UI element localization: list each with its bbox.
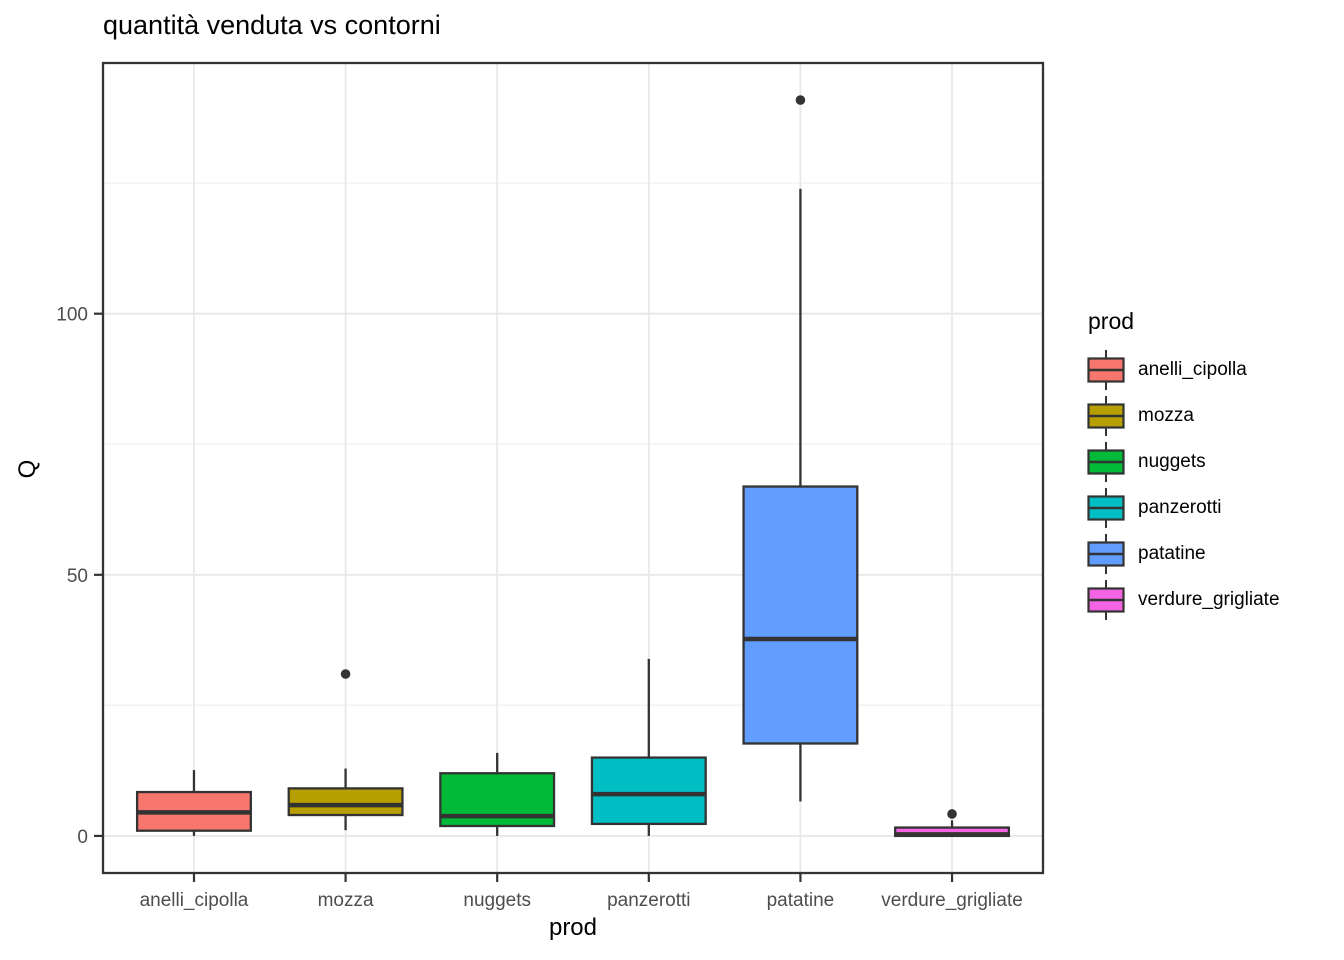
x-axis-title: prod — [548, 914, 598, 941]
box-mozza — [287, 787, 404, 817]
x-tick-label: mozza — [318, 890, 374, 911]
outlier-point — [947, 809, 957, 819]
y-tick-label: 100 — [56, 305, 88, 326]
y-axis-title: Q — [14, 459, 41, 479]
panel-border — [101, 61, 1045, 875]
legend-entry-nuggets: nuggets — [1086, 439, 1280, 485]
x-tick-label: panzerotti — [607, 890, 690, 911]
legend-key-boxplot-icon — [1087, 580, 1125, 620]
x-tick-label: anelli_cipolla — [140, 890, 249, 911]
legend-entry-panzerotti: panzerotti — [1086, 485, 1280, 531]
y-tick-label: 0 — [77, 827, 88, 848]
legend-label: nuggets — [1138, 451, 1206, 472]
outlier-point — [340, 669, 351, 679]
x-tick-label: verdure_grigliate — [881, 890, 1023, 911]
legend-key-boxplot-icon — [1087, 396, 1125, 436]
legend-key-boxplot-icon — [1087, 488, 1125, 528]
legend-key-boxplot-icon — [1087, 534, 1125, 574]
legend-entry-verdure_grigliate: verdure_grigliate — [1086, 577, 1280, 623]
legend-entry-patatine: patatine — [1086, 531, 1280, 577]
y-tick-label: 50 — [67, 566, 88, 587]
legend-entry-anelli_cipolla: anelli_cipolla — [1086, 347, 1280, 393]
box-patatine — [742, 485, 859, 745]
legend-key-boxplot-icon — [1087, 350, 1125, 390]
legend-label: patatine — [1138, 543, 1206, 564]
outlier-point — [795, 95, 806, 105]
x-tick-label: nuggets — [463, 890, 531, 911]
legend-entry-mozza: mozza — [1086, 393, 1280, 439]
legend-label: mozza — [1138, 405, 1194, 426]
legend-key-boxplot-icon — [1087, 442, 1125, 482]
x-tick-label: patatine — [767, 890, 835, 911]
box-panzerotti — [590, 756, 707, 826]
legend-label: verdure_grigliate — [1138, 589, 1280, 610]
plot-title: quantità venduta vs contorni — [103, 10, 441, 40]
legend-title: prod — [1088, 308, 1135, 334]
legend-label: anelli_cipolla — [1138, 359, 1247, 380]
legend-label: panzerotti — [1138, 497, 1222, 518]
